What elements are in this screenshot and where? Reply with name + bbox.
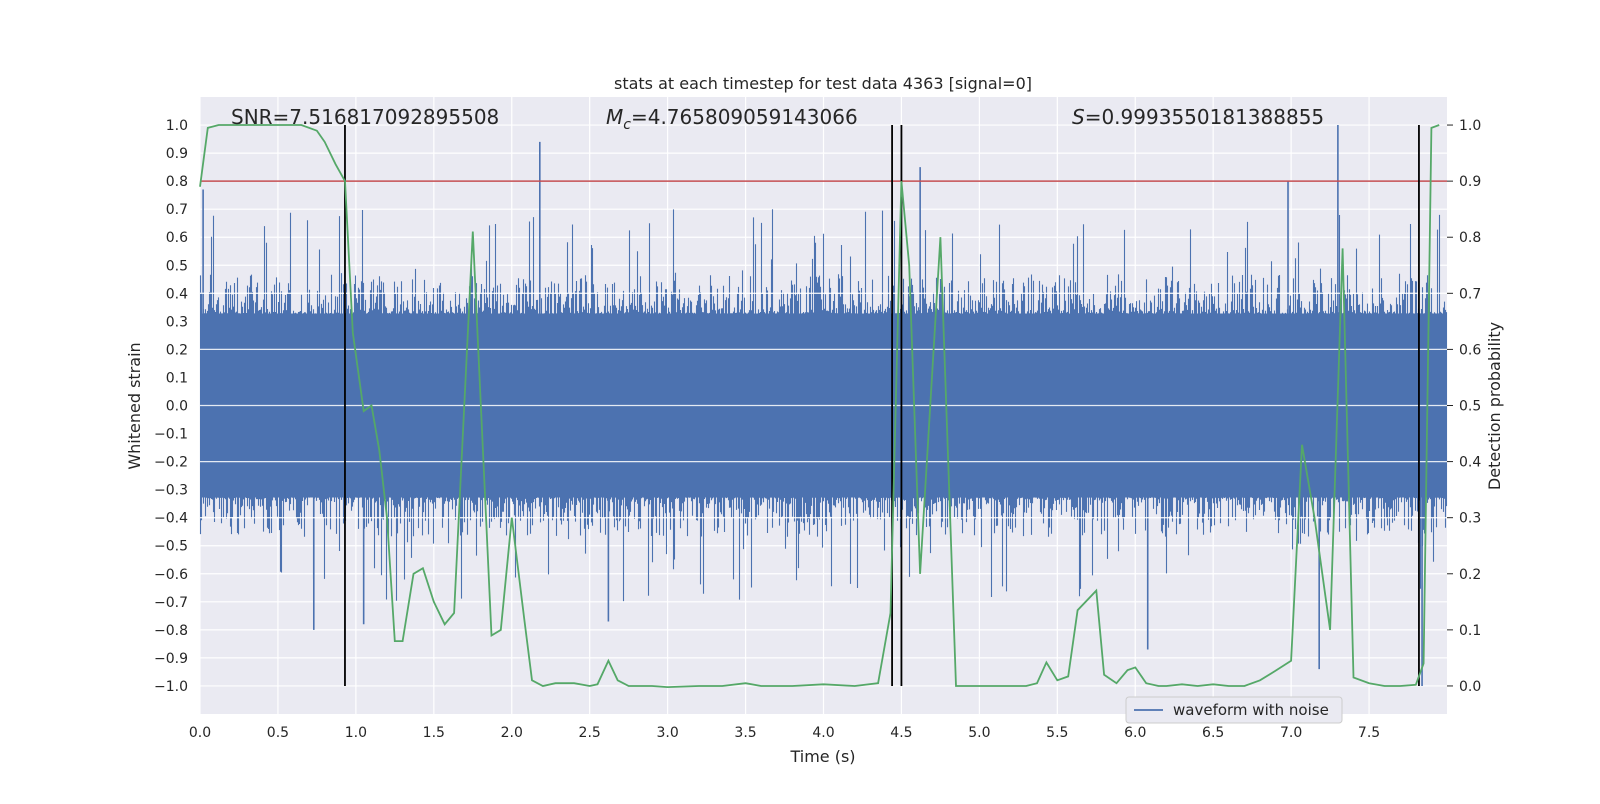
- chirp-mass-subscript: c: [623, 117, 631, 133]
- y-tick-label: −0.3: [154, 483, 188, 499]
- x-tick-label: 3.5: [734, 725, 756, 741]
- y-tick-label: −1.0: [154, 679, 188, 695]
- legend: waveform with noise: [1125, 696, 1343, 724]
- x-tick-label: 7.0: [1280, 725, 1302, 741]
- chirp-mass-value: =4.765809059143066: [631, 105, 858, 129]
- x-tick-label: 0.5: [267, 725, 289, 741]
- y-axis-ticks: 1.0 0.9 0.8 0.7 0.6 0.5 0.4 0.3 0.2 0.1 0.0 −0.1 −0.…: [154, 118, 188, 695]
- y2-tick-label: 0.3: [1459, 511, 1481, 527]
- legend-label-waveform: waveform with noise: [1173, 701, 1329, 719]
- x-axis-ticks: 0.0 0.5 1.0 1.5 2.0 2.5 3.0 3.5 4.0 4.5 5.0 5.5 6.0 6…: [189, 725, 1380, 741]
- y-tick-label: 0.2: [166, 342, 188, 358]
- y-tick-label: −0.5: [154, 539, 188, 555]
- x-tick-label: 6.0: [1124, 725, 1146, 741]
- x-tick-label: 1.0: [345, 725, 367, 741]
- y-tick-label: 0.7: [166, 202, 188, 218]
- x-tick-label: 7.5: [1358, 725, 1380, 741]
- y-tick-label: 0.3: [166, 314, 188, 330]
- chart-title: stats at each timestep for test data 436…: [614, 74, 1032, 93]
- y-tick-label: −0.1: [154, 427, 188, 443]
- x-axis-label: Time (s): [789, 747, 855, 766]
- s-annotation: S=0.9993550181388855: [1072, 105, 1324, 129]
- y-tick-label: 0.0: [166, 399, 188, 415]
- y-tick-label: 0.1: [166, 370, 188, 386]
- x-tick-label: 2.5: [579, 725, 601, 741]
- y-tick-label: 0.9: [166, 146, 188, 162]
- y-tick-label: −0.2: [154, 455, 188, 471]
- y2-tick-label: 1.0: [1459, 118, 1481, 134]
- y-tick-label: −0.9: [154, 651, 188, 667]
- y2-tick-label: 0.2: [1459, 567, 1481, 583]
- y2-axis-label: Detection probability: [1485, 322, 1504, 490]
- y-tick-label: 0.5: [166, 258, 188, 274]
- x-tick-label: 2.0: [501, 725, 523, 741]
- chirp-mass-annotation: Mc=4.765809059143066: [606, 105, 858, 133]
- detection-probability-line: [199, 124, 1440, 689]
- y2-tick-label: 0.0: [1459, 679, 1481, 695]
- y-tick-label: 0.8: [166, 174, 188, 190]
- chirp-mass-symbol: M: [606, 105, 623, 129]
- y2-tick-label: 0.5: [1459, 399, 1481, 415]
- x-tick-label: 5.0: [968, 725, 990, 741]
- x-tick-label: 5.5: [1046, 725, 1068, 741]
- y-tick-label: 1.0: [166, 118, 188, 134]
- y-tick-label: −0.4: [154, 511, 188, 527]
- y2-tick-label: 0.7: [1459, 286, 1481, 302]
- s-symbol: S: [1072, 105, 1085, 129]
- s-value: =0.9993550181388855: [1085, 105, 1324, 129]
- y2-tick-label: 0.4: [1459, 455, 1481, 471]
- y-tick-label: 0.4: [166, 286, 188, 302]
- y2-tick-label: 0.8: [1459, 230, 1481, 246]
- x-tick-label: 4.5: [890, 725, 912, 741]
- x-tick-label: 1.5: [423, 725, 445, 741]
- y2-tick-label: 0.9: [1459, 174, 1481, 190]
- detection-vertical-lines: [344, 125, 1420, 686]
- x-tick-label: 0.0: [189, 725, 211, 741]
- y-tick-label: −0.7: [154, 595, 188, 611]
- x-tick-label: 3.0: [656, 725, 678, 741]
- y2-tick-label: 0.6: [1459, 342, 1481, 358]
- legend-box: [1125, 696, 1343, 724]
- y-tick-label: −0.6: [154, 567, 188, 583]
- grid-overlay: [200, 292, 1447, 519]
- snr-annotation: SNR=7.516817092895508: [231, 105, 499, 129]
- y2-tick-label: 0.1: [1459, 623, 1481, 639]
- x-tick-label: 4.0: [812, 725, 834, 741]
- y2-axis-ticks: 1.0 0.9 0.8 0.7 0.6 0.5 0.4 0.3 0.2 0.1 0.0: [1447, 118, 1481, 695]
- y-tick-label: 0.6: [166, 230, 188, 246]
- x-tick-label: 6.5: [1202, 725, 1224, 741]
- y-axis-label: Whitened strain: [125, 342, 144, 469]
- y-tick-label: −0.8: [154, 623, 188, 639]
